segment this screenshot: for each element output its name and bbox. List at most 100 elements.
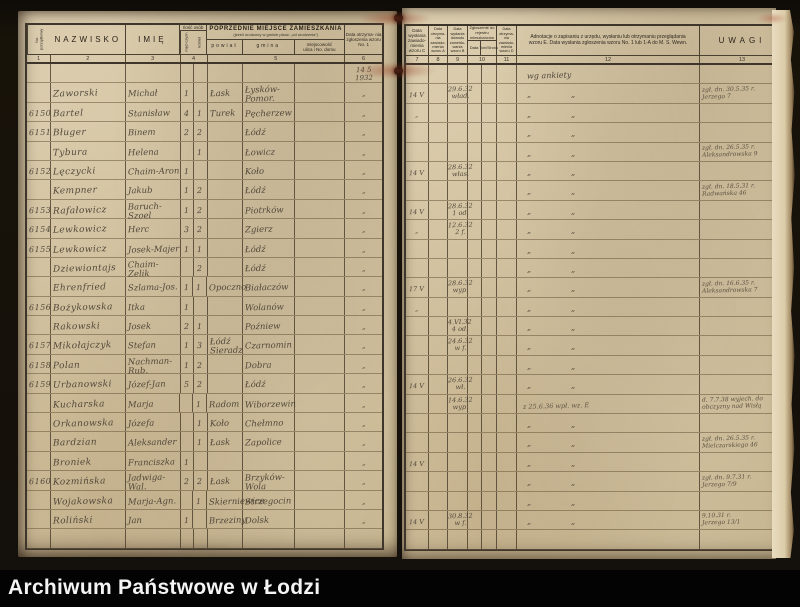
right-table-rows: wg ankiety 14 V 29.6.32 wład. „ „ zgł. dn. 30… [406,65,784,550]
handwriting: „ [571,264,576,274]
cell-c8 [429,84,448,103]
handwriting: Josek [127,321,151,333]
table-row: „ „ [406,491,784,511]
cell-uwagi: zgł. dn. 16.6.35 r. Aleksandrowska 7 [700,278,784,296]
cell-c12: „ „ [517,181,700,200]
handwriting: Herc [127,224,150,236]
col-number: 8 [429,56,448,63]
table-row: 6152 Lęczycki Chaim-Aron 1 Koło „ [27,160,382,181]
cell-powiat [208,180,244,199]
table-row: 6150 Bartel Stanisław 4 1 Turek Pęcherzew „ [27,102,382,123]
handwriting: 3 [183,225,189,235]
cell-c9 [448,414,468,433]
handwriting: Bożykowska [52,301,113,314]
cell-c12: z 25.6.36 wpł. wz. E [517,394,700,414]
handwriting: „ [571,187,576,197]
handwriting: 6151 [28,127,52,138]
handwriting: 2 [183,477,189,487]
handwriting: 1 [183,166,189,177]
cell-place [295,413,346,432]
left-table-header: No. porządkowy NAZWISKO IMIĘ Ilość osób … [27,25,382,55]
handwriting: 1 [183,302,189,312]
cell-date [345,529,382,547]
handwriting: 2 [196,263,202,273]
handwriting: Łódź [245,379,267,391]
handwriting: 1 [183,89,189,99]
cell-surname: Bartel [51,102,126,122]
handwriting: „ [526,342,532,352]
cell-c8 [429,336,448,355]
cell-c8 [429,317,448,336]
handwriting: „ [526,187,532,197]
handwriting: Łódź [245,186,267,197]
red-pencil-mark [756,13,788,24]
cell-c11 [497,336,517,355]
table-row: 6159 Urbanowski Józef-Jan 5 2 Łódź „ [27,374,382,394]
handwriting: Poźniew [245,321,281,333]
handwriting: Białaczów [245,282,290,294]
handwriting: Michał [127,89,158,100]
cell-date: „ [345,219,382,237]
handwriting: „ [571,148,576,158]
cell-c10d [468,491,482,510]
handwriting: Tybura [52,147,88,159]
cell-c7: 17 V [406,278,429,297]
cell-c8 [429,355,448,375]
cell-c9: 30.8.32 w f. [448,510,473,530]
handwriting: „ [526,303,532,313]
handwriting: Pęcherzew [245,108,293,120]
handwriting: 6153 [28,205,52,216]
cell-place [295,374,346,393]
cell-c7 [406,355,429,375]
cell-c7: „ [406,297,429,317]
cell-k: 1 [194,432,208,451]
cell-c11 [497,278,517,297]
cell-place [295,160,346,180]
cell-surname: Polan [51,354,126,374]
table-row: 14 V 26.6.32 wł. „ „ [406,375,784,395]
table-row: Kucharska Marja 1 Radom Wiborzewin „ [27,393,382,414]
cell-m: 1 [181,180,194,199]
handwriting: Wojakowska [52,495,114,508]
col-number: 4 [181,55,208,62]
handwriting: d. 7.7.38 wyjech. do obczyzny nad Wisłą [701,395,764,411]
cell-m: 1 [181,335,194,354]
handwriting: „ [571,167,576,178]
handwriting: Wolanów [245,302,285,314]
handwriting: „ [361,245,366,254]
table-row: 24.6.32 w f. „ „ [406,336,784,356]
table-row [406,530,784,550]
handwriting: Polan [52,360,81,372]
cell-m: 1 [181,160,194,180]
handwriting: Lewkowicz [52,243,107,256]
handwriting: Mikołajczyk [52,340,112,353]
cell-gmina: Piotrków [243,199,296,219]
cell-date: „ [345,277,382,295]
handwriting: zgł. dn. 30.5.35 r. Jerzego 7 [701,85,756,101]
cell-uwagi [700,530,784,548]
cell-c12: „ „ [517,317,700,336]
cell-m: 2 [181,316,194,335]
cell-c9 [448,123,468,142]
handwriting: 1 [196,322,202,332]
table-row: Kempner Jakub 1 2 Łódź „ [27,180,382,200]
cell-c11 [497,433,517,452]
cell-c10t [482,375,497,394]
cell-c10d [468,510,482,530]
col-number: 6 [362,56,366,62]
cell-c7 [406,239,429,258]
cell-c11 [497,84,517,103]
cell-powiat [208,238,244,257]
cell-k: 2 [194,471,208,490]
handwriting: 1 [196,438,202,448]
cell-c9 [448,239,468,258]
handwriting: „ [571,109,576,119]
cell-m: 1 [181,296,194,316]
cell-m: 1 [181,354,194,374]
cell-c8 [429,414,448,433]
handwriting: Józef-Jan [127,379,166,391]
handwriting: Stanisław [127,108,170,120]
cell-c7 [406,123,429,142]
handwriting: Binem [127,127,156,139]
cell-c11 [497,375,517,394]
